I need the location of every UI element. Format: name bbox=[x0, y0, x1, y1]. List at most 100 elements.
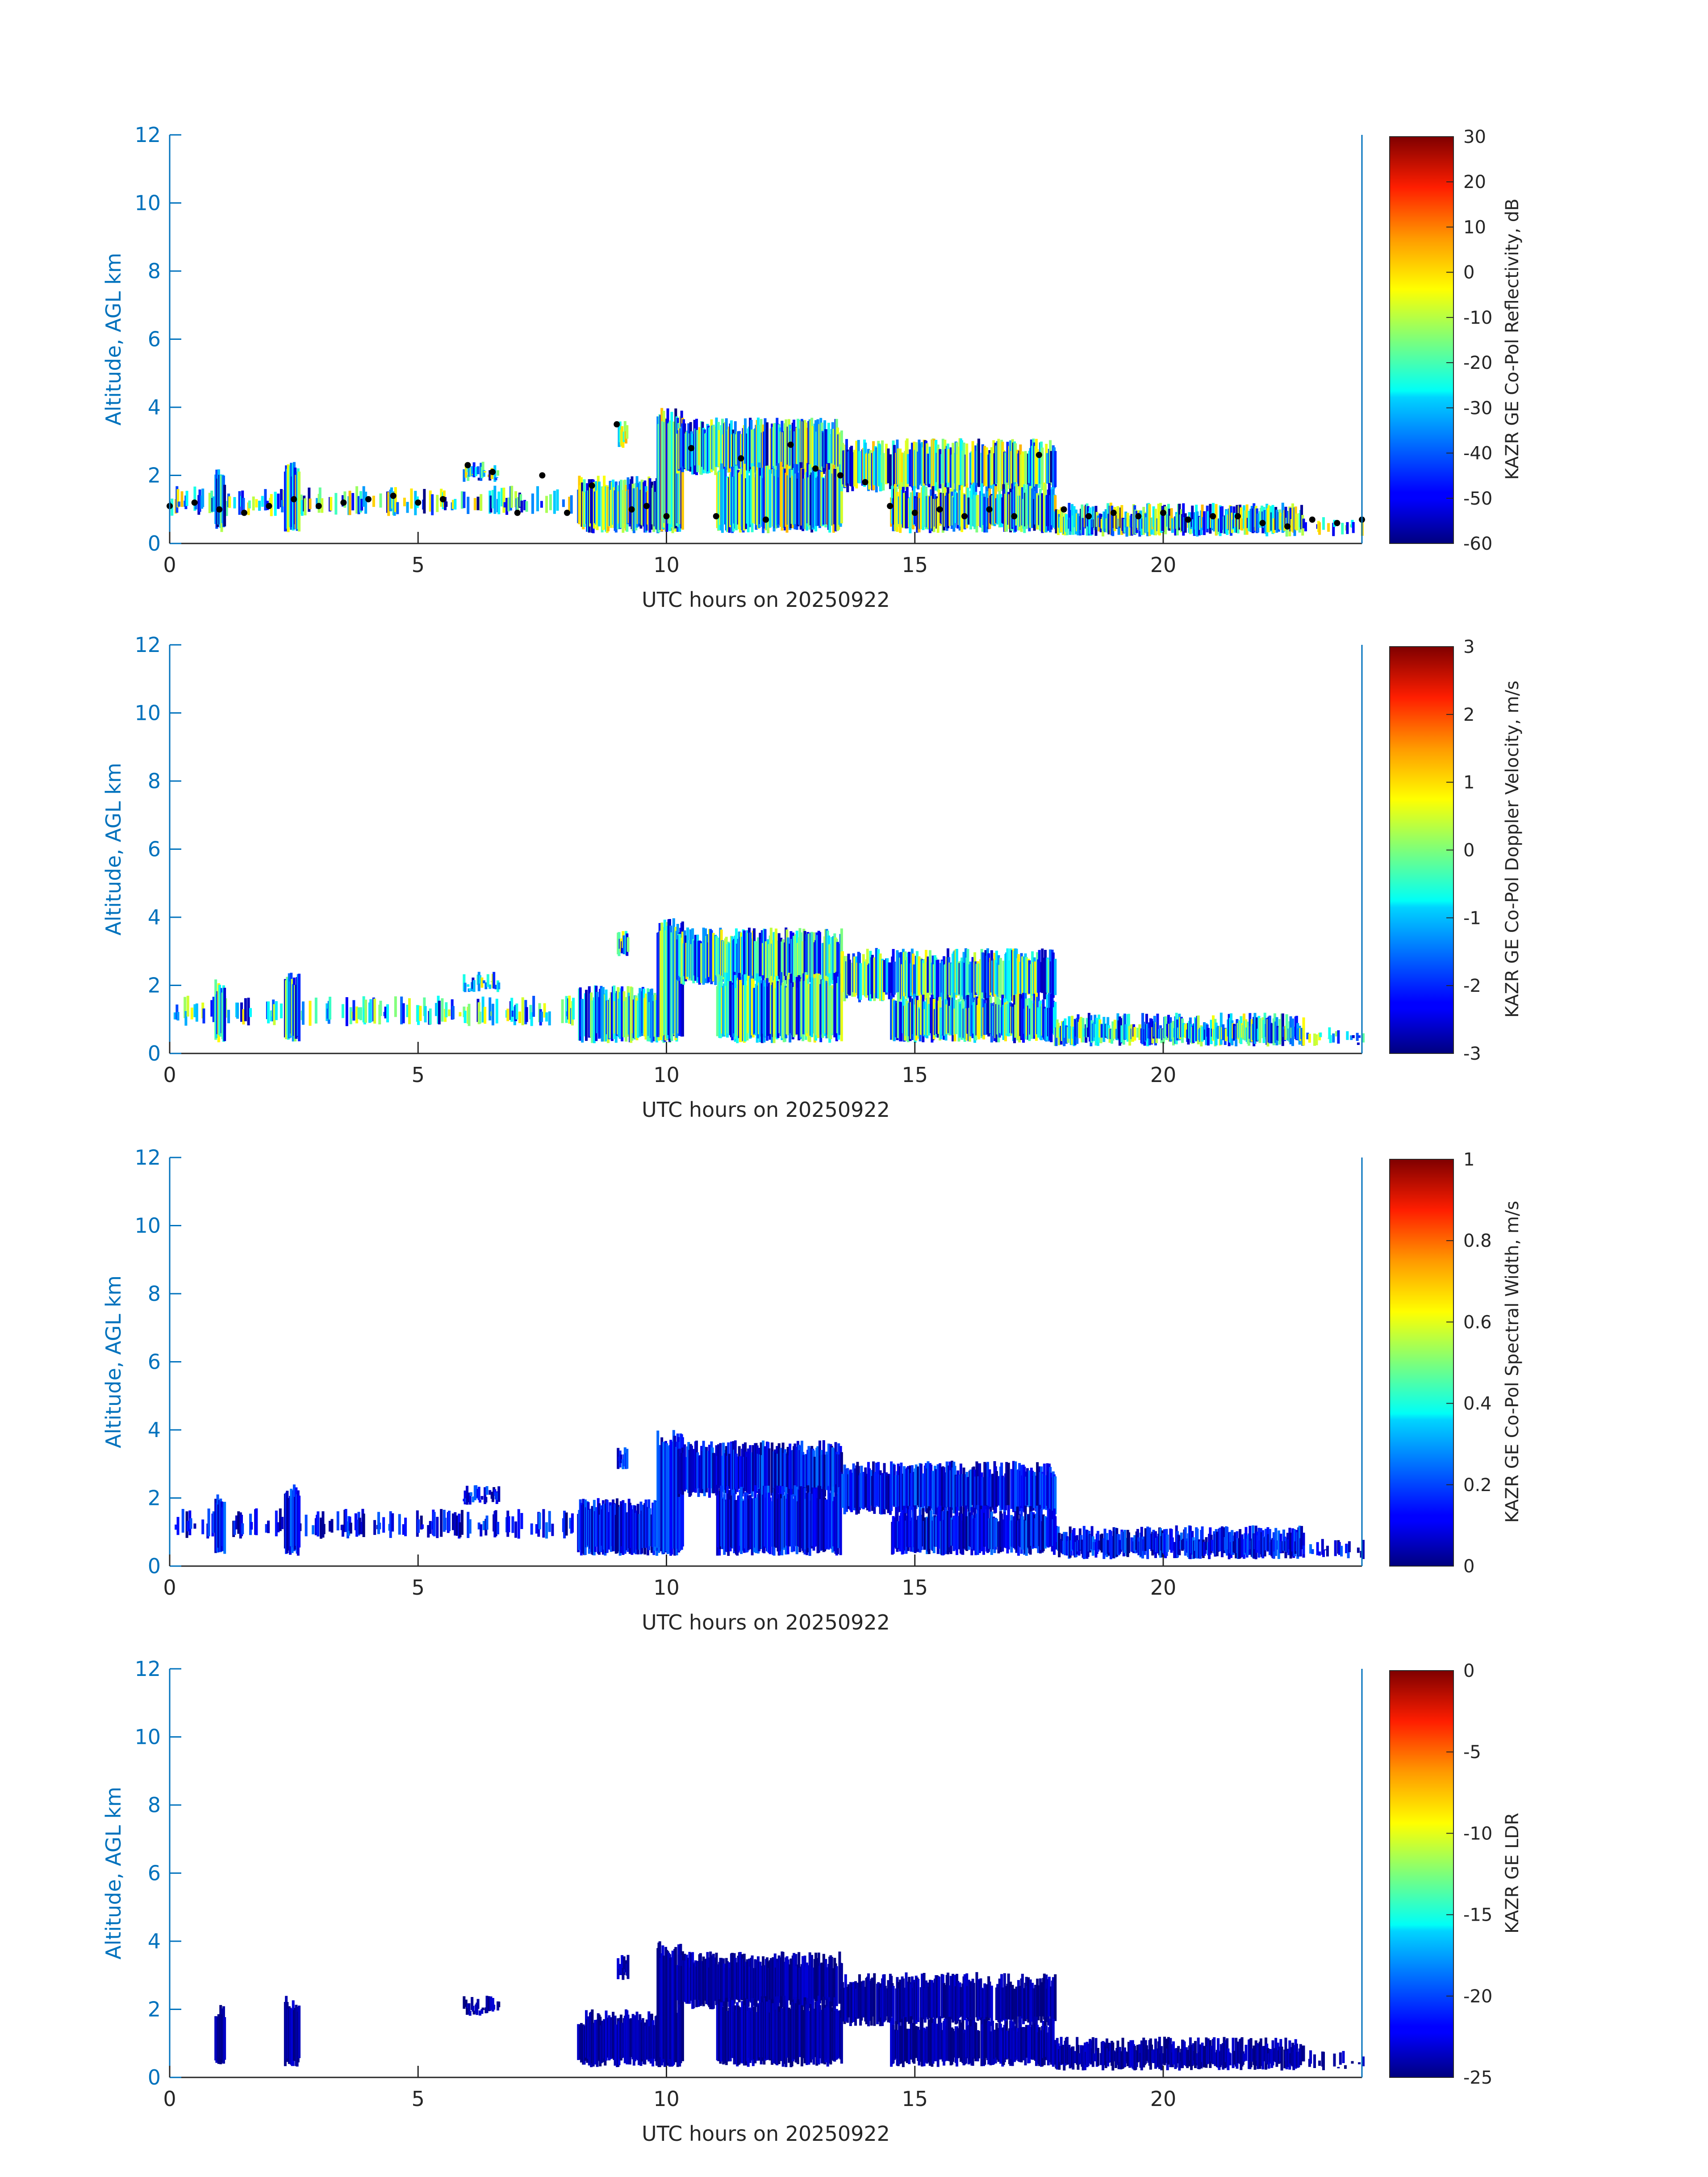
echo-column bbox=[744, 974, 747, 1042]
echo-column bbox=[1054, 451, 1057, 487]
echo-column bbox=[444, 1517, 447, 1530]
echo-column bbox=[1138, 1024, 1141, 1040]
cloud-base-marker bbox=[986, 506, 993, 513]
echo-column bbox=[743, 464, 746, 531]
echo-column bbox=[281, 500, 284, 513]
echo-column bbox=[1341, 522, 1344, 535]
echo-column bbox=[917, 1979, 920, 2022]
echo-column bbox=[741, 2001, 744, 2064]
echo-column bbox=[523, 500, 526, 510]
echo-column bbox=[858, 451, 861, 484]
echo-column bbox=[568, 497, 571, 514]
echo-column bbox=[489, 984, 492, 989]
echo-column bbox=[435, 1003, 438, 1016]
echo-column bbox=[811, 426, 814, 468]
echo-column bbox=[281, 1517, 284, 1529]
x-tick-label: 20 bbox=[1150, 553, 1177, 577]
y-tick-label: 4 bbox=[148, 905, 161, 929]
echo-column bbox=[404, 1517, 407, 1537]
colorbar-gradient bbox=[1389, 1159, 1454, 1567]
echo-column bbox=[1274, 1528, 1278, 1556]
cloud-base-marker bbox=[1160, 510, 1166, 516]
y-tick-label: 10 bbox=[134, 1214, 161, 1238]
echo-column bbox=[739, 1952, 742, 2000]
echo-column bbox=[1249, 1013, 1252, 1039]
colorbar-tick-label: 3 bbox=[1463, 637, 1474, 657]
cloud-base-marker bbox=[862, 479, 869, 485]
echo-column bbox=[851, 452, 854, 491]
colorbar-tick-label: 2 bbox=[1463, 705, 1474, 725]
echo-column bbox=[329, 1521, 331, 1532]
echo-column bbox=[807, 2011, 810, 2065]
echo-column bbox=[177, 501, 180, 507]
echo-column bbox=[903, 493, 906, 528]
echo-column bbox=[908, 952, 911, 998]
x-tick-label: 0 bbox=[163, 2087, 176, 2111]
echo-column bbox=[1186, 2050, 1189, 2068]
echo-column bbox=[915, 1464, 918, 1509]
echo-column bbox=[976, 495, 979, 526]
echo-column bbox=[433, 1512, 436, 1537]
echo-column bbox=[451, 500, 455, 509]
echo-column bbox=[542, 1509, 545, 1538]
echo-column bbox=[919, 443, 922, 484]
echo-column bbox=[252, 496, 255, 511]
echo-column bbox=[467, 497, 470, 514]
echo-column bbox=[1338, 1542, 1341, 1555]
echo-column bbox=[1146, 1526, 1149, 1559]
echo-column bbox=[983, 1983, 986, 2026]
colorbar-tick-label: 0 bbox=[1463, 1556, 1474, 1577]
echo-column bbox=[301, 1001, 305, 1025]
echo-column bbox=[747, 975, 750, 1033]
echo-column bbox=[1205, 1537, 1208, 1550]
echo-column bbox=[519, 494, 522, 507]
echo-column bbox=[838, 974, 841, 1035]
echo-column bbox=[1073, 506, 1076, 527]
colorbar-tick-label: -15 bbox=[1463, 1905, 1492, 1926]
echo-column bbox=[233, 497, 236, 509]
echo-column bbox=[309, 1000, 312, 1026]
echo-column bbox=[662, 1442, 665, 1553]
echo-column bbox=[379, 493, 382, 508]
echo-column bbox=[983, 2019, 986, 2065]
echo-column bbox=[485, 1515, 489, 1530]
echo-column bbox=[977, 439, 980, 487]
echo-column bbox=[873, 1973, 876, 2026]
echo-column bbox=[1077, 513, 1080, 535]
echo-column bbox=[236, 1003, 239, 1019]
echo-column bbox=[476, 466, 480, 475]
echo-column bbox=[1171, 518, 1174, 533]
echo-column bbox=[396, 502, 399, 514]
echo-column bbox=[280, 1003, 283, 1019]
echo-column bbox=[915, 2026, 918, 2058]
echo-column bbox=[255, 1508, 258, 1535]
echo-column bbox=[493, 972, 496, 989]
x-tick-label: 15 bbox=[902, 1575, 928, 1600]
echo-column bbox=[918, 956, 921, 996]
echo-column bbox=[190, 1007, 193, 1020]
echo-column bbox=[658, 1445, 661, 1548]
echo-column bbox=[480, 1496, 484, 1500]
cloud-base-marker bbox=[291, 496, 297, 502]
y-axis-label: Altitude, AGL km bbox=[101, 1275, 125, 1448]
echo-column bbox=[1136, 2044, 1139, 2063]
echo-column bbox=[1013, 1989, 1016, 2024]
echo-column bbox=[274, 492, 277, 516]
echo-column bbox=[485, 1486, 489, 1495]
echo-column bbox=[1006, 2031, 1009, 2059]
echo-column bbox=[298, 1496, 301, 1548]
echo-column bbox=[621, 2022, 624, 2058]
echo-column bbox=[494, 477, 497, 481]
echo-column bbox=[1068, 503, 1071, 529]
echo-column bbox=[463, 1996, 466, 2009]
echo-column bbox=[1036, 1462, 1039, 1510]
echo-column bbox=[373, 999, 376, 1024]
echo-column bbox=[997, 439, 1000, 492]
echo-column bbox=[304, 498, 307, 516]
echo-column bbox=[571, 1513, 574, 1533]
echo-column bbox=[491, 490, 494, 509]
echo-column bbox=[480, 1524, 483, 1537]
echo-column bbox=[823, 1454, 827, 1497]
echo-column bbox=[1201, 504, 1204, 528]
echo-column bbox=[680, 1966, 683, 2008]
